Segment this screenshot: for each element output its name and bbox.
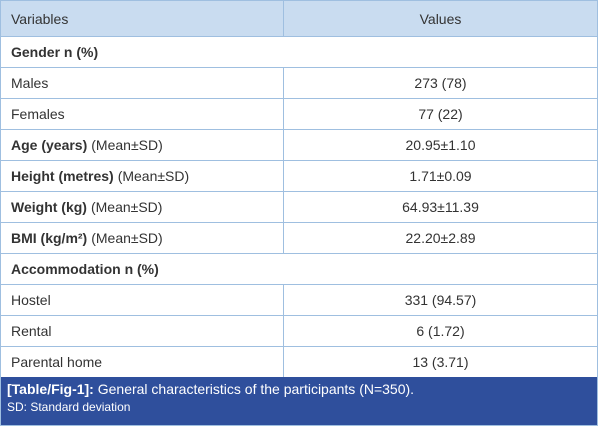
caption-tag: [Table/Fig-1]:: [7, 381, 94, 397]
caption-note: SD: Standard deviation: [7, 400, 131, 414]
header-cell: Variables: [1, 1, 284, 36]
variable-label: Age (years): [11, 137, 88, 153]
value-cell: 77 (22): [418, 106, 463, 122]
table-body: Variables Values Gender n (%) Males 273 (78)…: [1, 1, 597, 378]
caption: [Table/Fig-1]: General characteristics o…: [1, 377, 597, 425]
value-cell: 64.93±11.39: [402, 199, 479, 215]
table-row: Females 77 (22): [1, 99, 597, 130]
header-cell: Values: [419, 10, 462, 27]
section-label: Gender n (%): [11, 44, 99, 60]
table-row: Height (metres) (Mean±SD) 1.71±0.09: [1, 161, 597, 192]
label-cell: Parental home: [1, 347, 284, 377]
label-cell: Height (metres) (Mean±SD): [1, 161, 284, 191]
value-cell: 20.95±1.10: [405, 137, 476, 153]
variable-label: BMI (kg/m²): [11, 230, 88, 246]
table-row: BMI (kg/m²) (Mean±SD) 22.20±2.89: [1, 223, 597, 254]
variable-label: Females: [11, 106, 65, 122]
table-row: Hostel 331 (94.57): [1, 285, 597, 316]
variable-label: Parental home: [11, 354, 103, 370]
header-row: Variables Values: [1, 1, 597, 37]
variable-qualifier: (Mean±SD): [91, 230, 163, 246]
variable-qualifier: (Mean±SD): [90, 199, 163, 215]
value-cell: 6 (1.72): [416, 323, 465, 339]
label-cell: Hostel: [1, 285, 284, 315]
label-cell: Weight (kg) (Mean±SD): [1, 192, 284, 222]
value-cell: 273 (78): [414, 75, 467, 91]
table-row: Weight (kg) (Mean±SD) 64.93±11.39: [1, 192, 597, 223]
variable-label: Weight (kg): [11, 199, 87, 215]
table-row: Age (years) (Mean±SD) 20.95±1.10: [1, 130, 597, 161]
variable-label: Rental: [11, 323, 52, 339]
value-cell: 331 (94.57): [404, 292, 477, 308]
label-cell: Males: [1, 68, 284, 98]
caption-text: General characteristics of the participa…: [97, 381, 415, 397]
value-cell: 1.71±0.09: [409, 168, 472, 184]
label-cell: Females: [1, 99, 284, 129]
table-row: Parental home 13 (3.71): [1, 347, 597, 378]
label-cell: BMI (kg/m²) (Mean±SD): [1, 223, 284, 253]
table-row: Rental 6 (1.72): [1, 316, 597, 347]
table-row: Males 273 (78): [1, 68, 597, 99]
value-cell: 22.20±2.89: [405, 230, 476, 246]
label-cell: Rental: [1, 316, 284, 346]
variable-qualifier: (Mean±SD): [117, 168, 190, 184]
variable-label: Males: [11, 75, 49, 91]
variable-qualifier: (Mean±SD): [91, 137, 163, 153]
table-row: Accommodation n (%): [1, 254, 597, 285]
variable-label: Hostel: [11, 292, 51, 308]
table-row: Gender n (%): [1, 37, 597, 68]
variable-label: Height (metres): [11, 168, 114, 184]
caption-line: [Table/Fig-1]: General characteristics o…: [7, 381, 591, 397]
value-cell: 13 (3.71): [412, 354, 469, 370]
label-cell: Age (years) (Mean±SD): [1, 130, 284, 160]
section-label: Accommodation n (%): [11, 261, 159, 277]
